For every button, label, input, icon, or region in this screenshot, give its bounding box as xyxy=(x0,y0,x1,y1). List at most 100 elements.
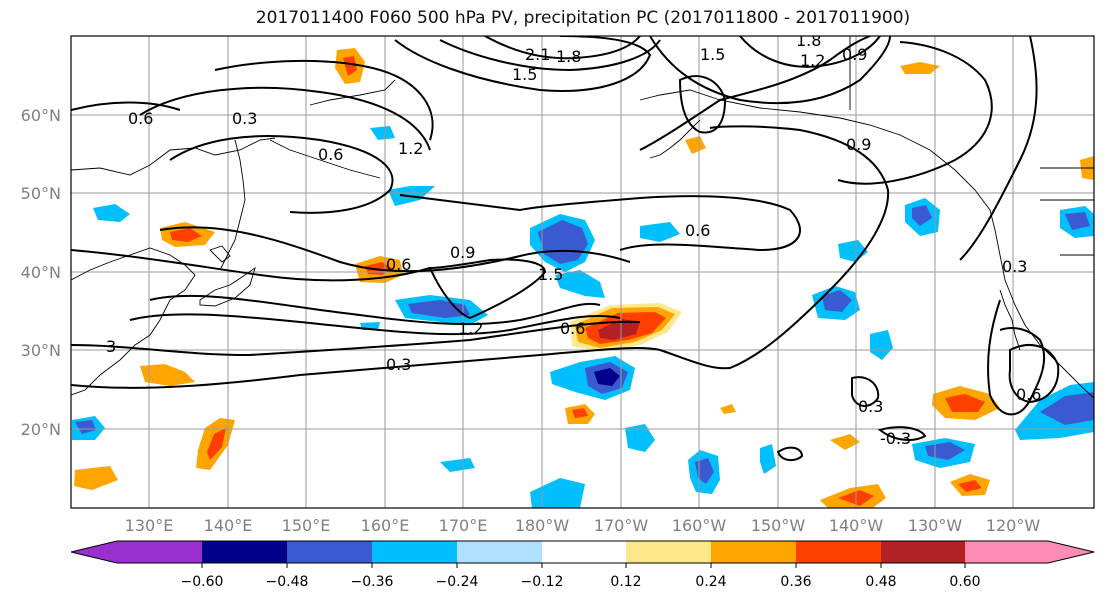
precip-pos-blob xyxy=(598,319,640,340)
pv-contour-line xyxy=(169,135,394,214)
colorbar-tick-label: −0.60 xyxy=(181,574,224,590)
precip-pos-blob xyxy=(140,364,195,386)
contour-label: 0.6 xyxy=(386,255,411,274)
precip-neg-blob xyxy=(1040,392,1094,425)
contour-label: 3 xyxy=(106,337,116,356)
contour-label: -0.3 xyxy=(880,429,911,448)
contour-label: 1.5 xyxy=(512,65,537,84)
precip-neg-blob xyxy=(640,222,680,242)
contour-label: 0.3 xyxy=(232,109,257,128)
pv-contours xyxy=(71,36,1060,462)
colorbar-segment xyxy=(457,541,542,563)
precip-neg-blob xyxy=(760,444,776,474)
pv-contour-line xyxy=(71,346,661,389)
pv-contour-line xyxy=(71,320,641,357)
coastlines xyxy=(71,36,1094,399)
precip-neg-blob xyxy=(822,290,852,312)
contour-labels: 2.1 1.8 1.5 1.5 1.8 1.2 1.2 1.5 1.2 0.9 … xyxy=(106,31,1041,448)
colorbar-segment xyxy=(796,541,881,563)
precip-neg-blob xyxy=(594,368,620,386)
precip-pos-blob xyxy=(74,466,118,490)
colorbar-segment xyxy=(965,541,1094,563)
contour-label: 0.9 xyxy=(842,45,867,64)
contour-label: 0.3 xyxy=(386,355,411,374)
lon-label-120w: 120°W xyxy=(986,516,1041,535)
lon-label-160e: 160°E xyxy=(361,516,410,535)
pv-contour-line xyxy=(394,36,652,92)
colorbar-tick-label: 0.60 xyxy=(949,574,980,590)
pv-contour-line xyxy=(399,194,521,211)
precip-neg-blob xyxy=(548,230,578,256)
pv-contour-line xyxy=(71,249,431,282)
contour-label: 0.6 xyxy=(318,145,343,164)
colorbar-segment xyxy=(202,541,287,563)
precip-pos-blob xyxy=(207,428,226,460)
contour-label: 1.2 xyxy=(800,51,825,70)
pv-contour-line xyxy=(139,86,431,151)
lon-label-150e: 150°E xyxy=(282,516,331,535)
colorbar-segment xyxy=(542,541,626,563)
pv-contour-line xyxy=(837,41,993,185)
colorbar-segment xyxy=(626,541,711,563)
lat-label-30: 30°N xyxy=(21,341,61,360)
colorbar-tick-label: −0.24 xyxy=(436,574,479,590)
pv-contour-line xyxy=(1008,344,1060,404)
precip-neg-blob xyxy=(912,205,932,226)
precip-pos-blob xyxy=(720,404,736,414)
colorbar-tick-label: 0.36 xyxy=(780,574,811,590)
precip-neg-blob xyxy=(870,330,893,360)
precip-neg-blob xyxy=(1065,212,1090,230)
pv-contour-line xyxy=(877,426,927,441)
pv-contour-line xyxy=(678,75,727,134)
contour-label: 0.6 xyxy=(128,109,153,128)
pv-contour-line xyxy=(659,125,890,370)
precip-neg-blob xyxy=(93,204,130,222)
precip-pos-blob xyxy=(958,480,982,492)
lat-labels: 20°N 30°N 40°N 50°N 60°N xyxy=(21,106,61,439)
colorbar-tick-label: −0.12 xyxy=(521,574,564,590)
lon-label-140e: 140°E xyxy=(204,516,253,535)
lon-label-150w: 150°W xyxy=(751,516,806,535)
colorbar-tick-label: 0.12 xyxy=(610,574,641,590)
colorbar-tick-label: −0.48 xyxy=(266,574,309,590)
contour-label: 0.6 xyxy=(685,221,710,240)
pv-contour-line xyxy=(71,101,181,111)
precip-neg-blob xyxy=(75,420,96,434)
map-frame xyxy=(70,35,1095,509)
colorbar-segment xyxy=(881,541,965,563)
contour-label: 0.3 xyxy=(1002,257,1027,276)
precip-neg-blob xyxy=(440,458,475,472)
contour-label: 2.1 xyxy=(525,45,550,64)
lon-label-170e: 170°E xyxy=(439,516,488,535)
lat-label-60: 60°N xyxy=(21,106,61,125)
lat-label-20: 20°N xyxy=(21,420,61,439)
pv-contour-line xyxy=(519,195,801,252)
pv-contour-line xyxy=(159,226,631,273)
pv-contour-line xyxy=(639,36,871,151)
colorbar-tick-label: 0.24 xyxy=(695,574,726,590)
precip-pos-blob xyxy=(170,228,202,242)
precip-pos-blob xyxy=(685,136,706,154)
contour-label: 1.5 xyxy=(538,265,563,284)
lon-label-130w: 130°W xyxy=(908,516,963,535)
pv-contour-line xyxy=(959,36,1038,261)
colorbar-segment xyxy=(287,541,372,563)
precip-neg-blob xyxy=(555,270,605,298)
precip-neg-blob xyxy=(530,478,585,508)
pv-contour-line xyxy=(776,446,804,462)
precip-pos-blob xyxy=(830,434,860,450)
contour-label: 0.9 xyxy=(450,243,475,262)
lat-label-40: 40°N xyxy=(21,263,61,282)
lat-label-50: 50°N xyxy=(21,184,61,203)
colorbar-segment xyxy=(372,541,457,563)
pv-contour-line xyxy=(484,36,641,60)
contour-label: 1.2 xyxy=(398,139,423,158)
pv-contour-line xyxy=(149,294,601,326)
precip-neg-blob xyxy=(625,424,655,452)
contour-label: 1.8 xyxy=(796,31,821,50)
colorbar-tick-label: 0.48 xyxy=(865,574,896,590)
colorbar-segment xyxy=(71,541,202,563)
contour-label: 1.8 xyxy=(556,47,581,66)
precip-pos-blob xyxy=(343,56,357,76)
pv-contour-line xyxy=(214,59,434,141)
